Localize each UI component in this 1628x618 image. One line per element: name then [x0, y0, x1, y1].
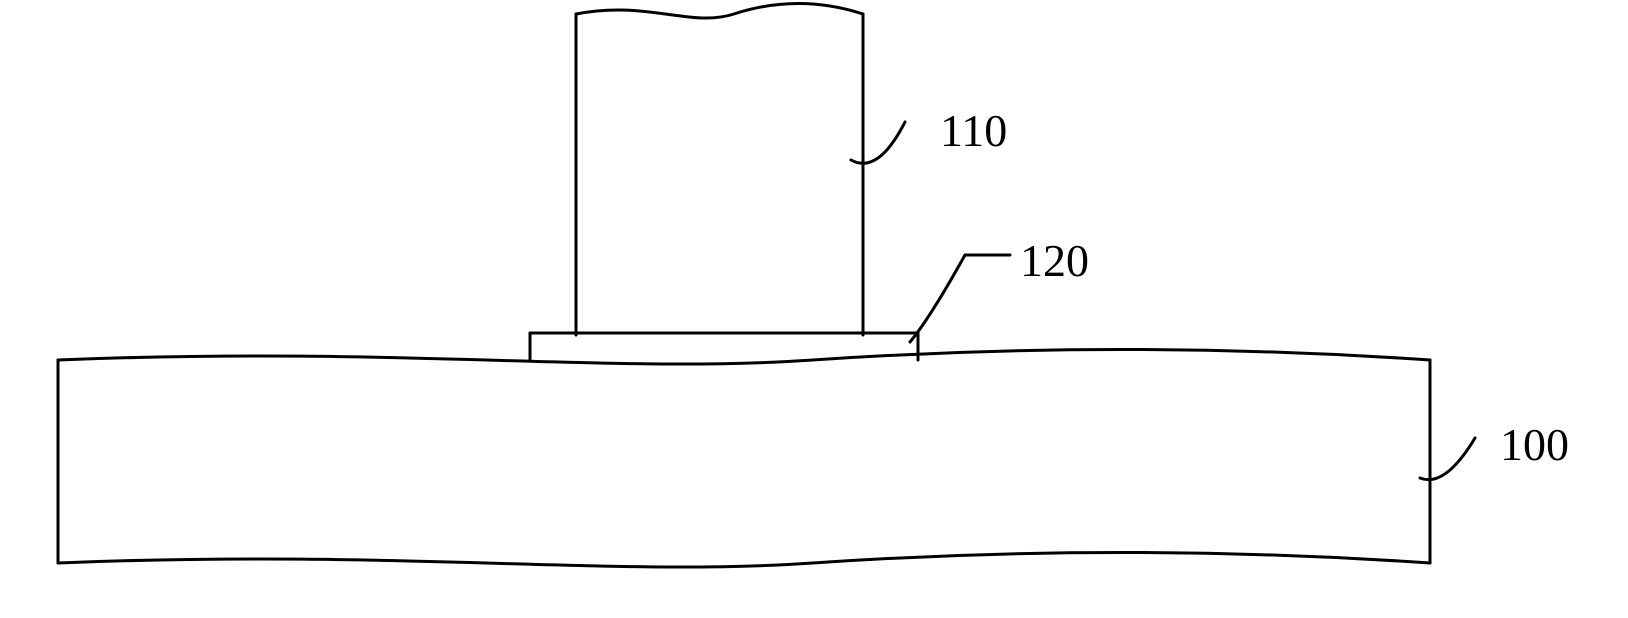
pillar-top-break	[576, 4, 863, 19]
leader-100	[1420, 438, 1475, 480]
leader-110	[851, 122, 905, 163]
label-110: 110	[940, 104, 1007, 157]
substrate-bottom-edge	[58, 553, 1430, 568]
substrate-top-edge	[58, 350, 1430, 365]
figure-svg	[0, 0, 1628, 618]
label-100: 100	[1500, 418, 1569, 471]
leader-120	[910, 255, 1010, 342]
label-120: 120	[1020, 234, 1089, 287]
